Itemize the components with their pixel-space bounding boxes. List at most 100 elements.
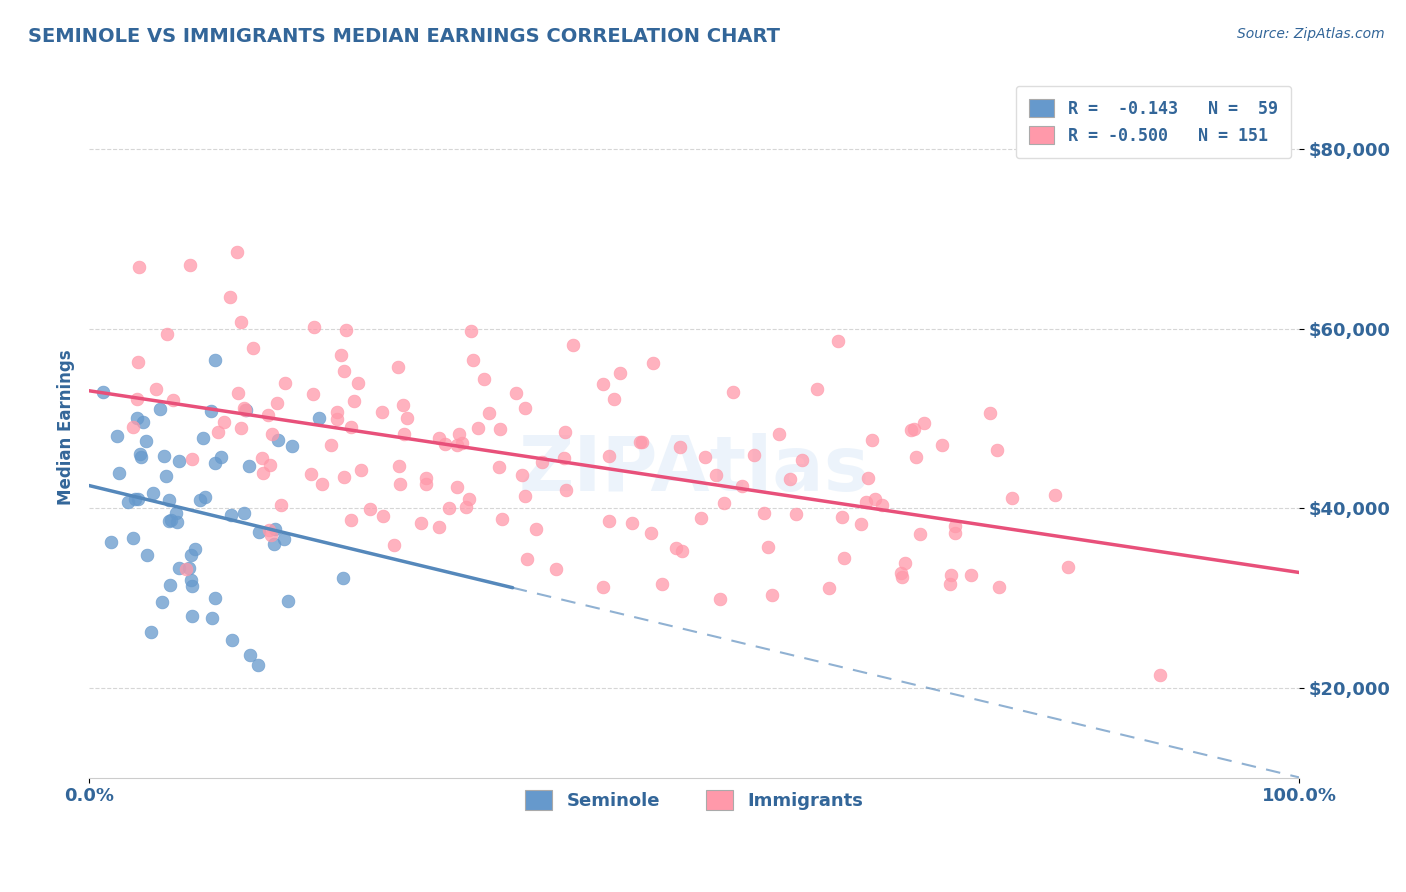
Point (489, 422, 512, 436)
Point (180, 548, 202, 562)
Point (167, 454, 190, 468)
Point (865, 492, 887, 507)
Point (827, 334, 849, 349)
Point (242, 341, 264, 355)
Point (200, 404, 222, 418)
Point (125, 392, 148, 406)
Point (188, 493, 211, 508)
Point (194, 490, 217, 504)
Point (266, 396, 288, 410)
Point (174, 562, 197, 576)
Point (562, 337, 585, 351)
Point (232, 506, 254, 520)
Point (768, 426, 790, 441)
Point (598, 449, 620, 463)
Point (329, 348, 352, 362)
Point (135, 434, 157, 449)
Point (299, 467, 322, 481)
Point (122, 419, 145, 434)
Point (446, 437, 468, 451)
Point (128, 260, 150, 275)
Point (592, 377, 614, 392)
Point (207, 425, 229, 439)
Point (232, 401, 254, 415)
Point (132, 415, 155, 429)
Point (340, 513, 363, 527)
Point (903, 422, 925, 436)
Point (129, 450, 152, 464)
Point (247, 525, 270, 540)
Point (461, 352, 484, 367)
Point (491, 512, 513, 526)
Y-axis label: Median Earnings: Median Earnings (58, 350, 75, 505)
Point (153, 449, 176, 463)
Point (709, 592, 731, 607)
Point (609, 366, 631, 380)
Point (388, 458, 411, 473)
Point (488, 459, 510, 474)
Point (669, 440, 692, 454)
Point (260, 427, 283, 442)
Point (246, 657, 269, 672)
Point (858, 470, 880, 484)
Point (229, 421, 252, 435)
Point (302, 387, 325, 401)
Point (91, 384, 114, 399)
Point (630, 434, 652, 449)
Point (221, 632, 243, 647)
Point (704, 468, 727, 483)
Point (988, 580, 1011, 594)
Point (162, 393, 184, 408)
Point (149, 401, 172, 416)
Point (447, 427, 470, 442)
Point (721, 384, 744, 399)
Point (855, 495, 877, 509)
Point (201, 611, 224, 625)
Point (890, 570, 912, 584)
Point (263, 536, 285, 550)
Point (156, 326, 179, 341)
Point (167, 560, 190, 574)
Point (818, 582, 841, 596)
Point (100, 535, 122, 549)
Point (553, 450, 575, 465)
Point (165, 507, 187, 521)
Point (204, 591, 226, 605)
Point (756, 540, 779, 554)
Point (912, 416, 935, 430)
Point (181, 452, 204, 467)
Point (145, 382, 167, 396)
Point (124, 491, 146, 506)
Point (870, 499, 893, 513)
Point (239, 648, 262, 662)
Point (513, 401, 536, 415)
Point (219, 508, 242, 522)
Point (651, 577, 673, 591)
Point (900, 423, 922, 437)
Point (142, 485, 165, 500)
Point (779, 472, 801, 486)
Point (273, 376, 295, 390)
Point (184, 541, 207, 556)
Point (139, 625, 162, 640)
Point (256, 408, 278, 422)
Point (159, 578, 181, 592)
Point (742, 448, 765, 462)
Point (641, 356, 664, 370)
Text: SEMINOLE VS IMMIGRANTS MEDIAN EARNINGS CORRELATION CHART: SEMINOLE VS IMMIGRANTS MEDIAN EARNINGS C… (28, 27, 780, 45)
Point (458, 492, 481, 507)
Point (392, 398, 415, 412)
Point (472, 372, 495, 386)
Point (157, 492, 180, 507)
Point (155, 469, 177, 483)
Point (270, 498, 292, 512)
Point (602, 392, 624, 407)
Point (890, 566, 912, 580)
Point (905, 450, 928, 465)
Point (530, 455, 553, 469)
Point (415, 471, 437, 485)
Point (834, 550, 856, 565)
Point (931, 438, 953, 452)
Point (731, 479, 754, 493)
Text: Source: ZipAtlas.com: Source: ZipAtlas.com (1237, 27, 1385, 41)
